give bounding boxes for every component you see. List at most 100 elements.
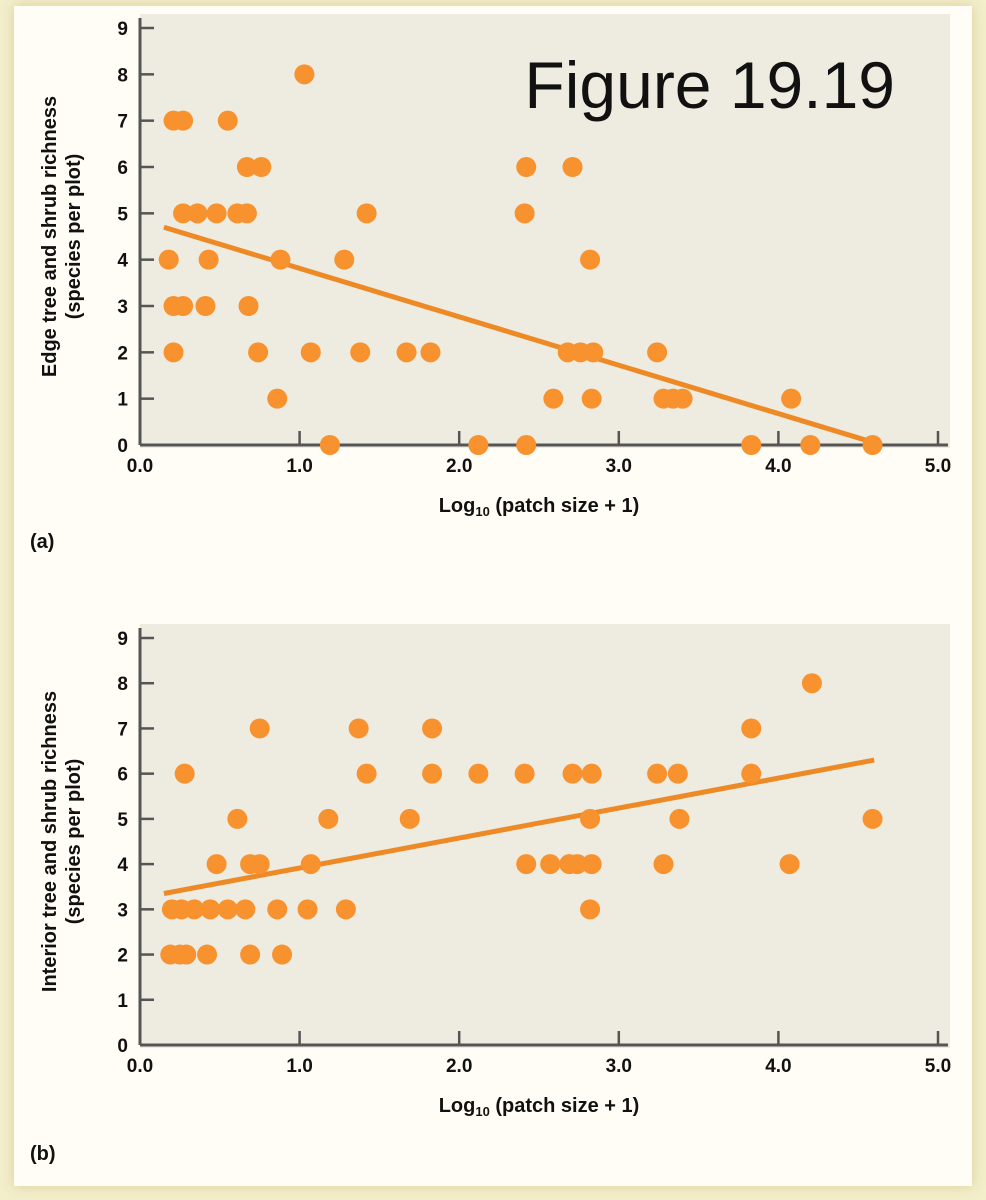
x-tick-label: 4.0 [765, 456, 791, 477]
chart-panel-a: 0 1 2 3 4 5 6 7 8 9 0.0 1.0 2.0 3.0 4.0 5.0 Log10 (patch… [30, 14, 951, 553]
x-tick-label: 3.0 [606, 1056, 632, 1077]
data-point [399, 808, 420, 829]
x-tick-label: 1.0 [286, 456, 312, 477]
data-point [420, 342, 441, 363]
x-axis-label: Log10 (patch size + 1) [439, 1095, 640, 1119]
x-axis-label: Log10 (patch size + 1) [439, 495, 640, 519]
data-point [672, 388, 693, 409]
plot-area [140, 624, 950, 1048]
data-point [667, 763, 688, 784]
data-point [173, 110, 194, 131]
data-point [334, 249, 355, 270]
data-point [516, 435, 537, 455]
y-tick-label: 0 [117, 1036, 128, 1057]
y-axis-label: Interior tree and shrub richness [39, 691, 61, 992]
data-point [779, 854, 800, 875]
data-point [350, 342, 371, 363]
data-point [187, 203, 208, 224]
y-tick-label: 9 [117, 629, 128, 650]
data-point [297, 899, 318, 920]
data-point [197, 944, 218, 965]
data-point [514, 763, 535, 784]
x-tick-label: 2.0 [446, 456, 472, 477]
data-point [294, 64, 315, 85]
data-point [647, 763, 668, 784]
y-tick-label: 4 [117, 855, 128, 876]
x-tick-label: 2.0 [446, 1056, 472, 1077]
y-tick-label: 2 [117, 946, 128, 967]
data-point [272, 944, 293, 965]
data-point [862, 435, 883, 455]
data-point [741, 718, 762, 739]
y-axis-label-units: (species per plot) [63, 154, 85, 320]
y-tick-label: 3 [117, 297, 128, 318]
x-tick-label: 5.0 [925, 1056, 951, 1077]
data-point [647, 342, 668, 363]
y-tick-label: 9 [117, 19, 128, 40]
data-point [348, 718, 369, 739]
data-point [801, 673, 822, 694]
y-axis-label: Edge tree and shrub richness [39, 96, 61, 377]
data-point [581, 388, 602, 409]
y-tick-label: 3 [117, 900, 128, 921]
data-point [249, 718, 270, 739]
data-point [741, 763, 762, 784]
data-point [562, 157, 583, 177]
data-point [580, 249, 601, 270]
data-point [300, 342, 321, 363]
data-point [248, 342, 269, 363]
chart-panel-b: 0 1 2 3 4 5 6 7 8 9 0.0 1.0 2.0 3.0 4.0 5.0 Log10 (patch… [30, 624, 951, 1165]
y-tick-label: 5 [117, 810, 128, 831]
y-tick-label: 0 [117, 436, 128, 457]
x-tick-label: 1.0 [286, 1056, 312, 1077]
x-tick-label: 4.0 [765, 1056, 791, 1077]
y-tick-label: 8 [117, 65, 128, 86]
y-tick-label: 7 [117, 719, 128, 740]
x-tick-label: 3.0 [606, 456, 632, 477]
data-point [567, 854, 588, 875]
data-point [235, 899, 256, 920]
data-point [173, 203, 194, 224]
data-point [217, 899, 238, 920]
data-point [800, 435, 821, 455]
y-axis-label-units: (species per plot) [63, 759, 85, 925]
data-point [422, 763, 443, 784]
data-point [206, 203, 227, 224]
y-tick-label: 2 [117, 343, 128, 364]
data-point [238, 296, 259, 316]
plot-area [140, 14, 950, 448]
y-tick-label: 6 [117, 158, 128, 179]
panel-label: (b) [30, 1143, 56, 1165]
data-point [158, 249, 179, 270]
data-point [781, 388, 802, 409]
y-tick-label: 7 [117, 112, 128, 133]
y-tick-label: 8 [117, 674, 128, 695]
x-tick-label: 5.0 [925, 456, 951, 477]
y-tick-label: 4 [117, 251, 128, 272]
x-tick-label: 0.0 [127, 456, 153, 477]
data-point [240, 944, 261, 965]
data-point [581, 854, 602, 875]
data-point [200, 899, 221, 920]
figure-label: Figure 19.19 [524, 48, 895, 122]
data-point [422, 718, 443, 739]
panel-label: (a) [30, 531, 54, 553]
data-point [580, 899, 601, 920]
data-point [176, 944, 197, 965]
data-point [580, 808, 601, 829]
data-point [862, 808, 883, 829]
data-point [581, 763, 602, 784]
data-point [669, 808, 690, 829]
data-point [251, 157, 272, 177]
data-point [227, 808, 248, 829]
data-point [174, 763, 195, 784]
data-point [236, 203, 257, 224]
data-point [356, 763, 377, 784]
data-point [335, 899, 356, 920]
data-point [583, 342, 604, 363]
data-point [267, 899, 288, 920]
data-point [319, 435, 340, 455]
y-tick-label: 6 [117, 765, 128, 786]
data-point [267, 388, 288, 409]
data-point [318, 808, 339, 829]
